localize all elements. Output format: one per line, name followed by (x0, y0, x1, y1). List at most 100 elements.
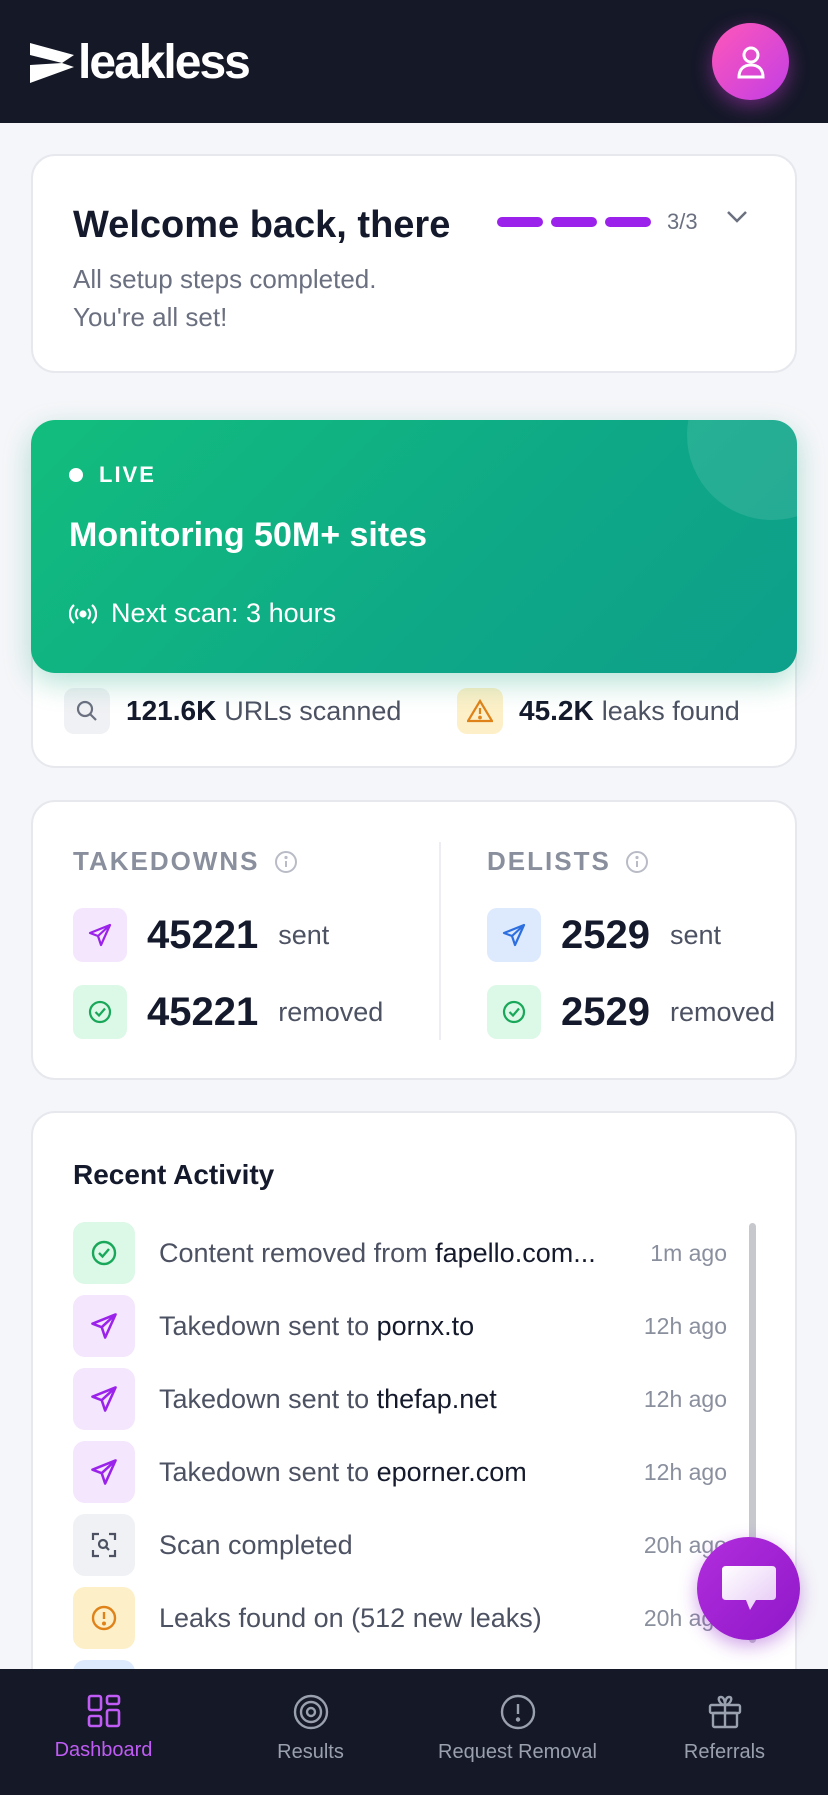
user-icon (736, 46, 765, 78)
setup-progress: 3/3 (497, 209, 698, 235)
send-icon (73, 1368, 135, 1430)
activity-prefix: Takedown sent to (159, 1310, 377, 1341)
nav-label: Request Removal (438, 1741, 597, 1763)
delists-heading-label: DELISTS (487, 846, 611, 876)
bottom-nav: Dashboard Results Request Removal Referr… (0, 1669, 828, 1795)
info-icon[interactable] (625, 850, 649, 874)
activity-target: pornx.to (376, 1310, 475, 1341)
progress-segment (605, 217, 651, 227)
nav-request-removal[interactable]: Request Removal (414, 1669, 621, 1795)
activity-text: Takedown sent to eporner.com (159, 1457, 527, 1488)
delists-heading: DELISTS (487, 846, 649, 877)
activity-target: eporner.com (376, 1456, 527, 1487)
column-divider (439, 842, 441, 1040)
activity-item[interactable]: Content removed from fapello.com... 1m a… (73, 1222, 733, 1284)
leaks-found-value: 45.2K (519, 695, 594, 726)
urls-scanned-value: 121.6K (126, 695, 217, 726)
takedowns-heading-label: TAKEDOWNS (73, 846, 260, 876)
activity-prefix: Leaks found on (512 new leaks) (159, 1602, 542, 1633)
progress-segment (497, 217, 543, 227)
next-scan: Next scan: 3 hours (69, 598, 336, 629)
takedowns-removed-row: 45221 removed (73, 985, 383, 1039)
nav-referrals[interactable]: Referrals (621, 1669, 828, 1795)
activity-prefix: Content removed from (159, 1237, 436, 1268)
activity-target: thefap.net (376, 1383, 497, 1414)
search-icon (64, 688, 110, 734)
takedowns-removed-label: removed (278, 996, 384, 1027)
activity-time: 12h ago (643, 1385, 727, 1412)
send-icon (73, 908, 127, 962)
activity-time: 12h ago (643, 1312, 727, 1339)
info-icon[interactable] (274, 850, 298, 874)
live-badge-label: LIVE (99, 462, 156, 487)
takedowns-sent-value: 45221 (147, 912, 259, 957)
activity-item[interactable]: Leaks found on (512 new leaks) 20h ago (73, 1587, 733, 1649)
alert-circle-icon (73, 1587, 135, 1649)
activity-text: Leaks found on (512 new leaks) (159, 1603, 542, 1634)
decorative-circle (687, 420, 797, 520)
activity-text: Scan completed (159, 1530, 353, 1561)
activity-scrollbar[interactable] (749, 1223, 756, 1643)
leaks-found-label: leaks found (601, 695, 740, 726)
send-icon (487, 908, 541, 962)
delists-column: DELISTS 2529 sent 2529 removed (447, 802, 827, 1078)
activity-text: Content removed from fapello.com... (159, 1238, 596, 1269)
welcome-title: Welcome back, there (73, 204, 451, 246)
activity-target: fapello.com... (435, 1237, 596, 1268)
takedowns-sent-label: sent (278, 919, 330, 950)
dashboard-icon (87, 1694, 120, 1728)
brand-logo[interactable]: leakless (30, 38, 251, 88)
target-icon (293, 1694, 328, 1730)
activity-prefix: Takedown sent to (159, 1383, 377, 1414)
send-icon (73, 1295, 135, 1357)
live-monitoring-panel: LIVE Monitoring 50M+ sites Next scan: 3 … (31, 420, 797, 673)
warning-icon (457, 688, 503, 734)
welcome-subtitle: All setup steps completed. You're all se… (73, 260, 377, 336)
chevron-down-icon (727, 211, 747, 223)
activity-time: 1m ago (650, 1239, 727, 1266)
activity-time: 12h ago (643, 1458, 727, 1485)
send-icon (73, 1441, 135, 1503)
leaks-found-stat: 45.2K leaks found (457, 688, 740, 734)
leakless-logo-icon (30, 43, 74, 83)
profile-avatar-button[interactable] (712, 23, 789, 100)
expand-toggle[interactable] (723, 202, 751, 235)
urls-scanned-label: URLs scanned (224, 695, 402, 726)
activity-text: Takedown sent to pornx.to (159, 1311, 474, 1342)
activity-prefix: Scan completed (159, 1529, 353, 1560)
live-dot-icon (69, 468, 83, 482)
delists-removed-row: 2529 removed (487, 985, 775, 1039)
chat-bubble-icon (721, 1565, 776, 1610)
alert-circle-icon (500, 1694, 535, 1730)
welcome-subtitle-line: You're all set! (73, 302, 228, 332)
activity-item[interactable]: Takedown sent to thefap.net 12h ago (73, 1368, 733, 1430)
urls-scanned-stat: 121.6K URLs scanned (64, 688, 401, 734)
activity-text: Takedown sent to thefap.net (159, 1384, 497, 1415)
activity-item[interactable]: Scan completed 20h ago (73, 1514, 733, 1576)
welcome-subtitle-line: All setup steps completed. (73, 264, 377, 294)
check-circle-icon (73, 985, 127, 1039)
delists-sent-row: 2529 sent (487, 908, 721, 962)
gift-icon (708, 1695, 741, 1729)
activity-prefix: Takedown sent to (159, 1456, 377, 1487)
progress-count: 3/3 (667, 209, 698, 234)
nav-results[interactable]: Results (207, 1669, 414, 1795)
takedowns-removed-value: 45221 (147, 989, 259, 1034)
app-header: leakless (0, 0, 828, 123)
nav-label: Results (277, 1741, 344, 1763)
progress-segment (551, 217, 597, 227)
live-badge: LIVE (69, 462, 156, 488)
nav-label: Dashboard (54, 1739, 153, 1761)
check-circle-icon (73, 1222, 135, 1284)
nav-dashboard[interactable]: Dashboard (0, 1669, 207, 1795)
check-circle-icon (487, 985, 541, 1039)
activity-item[interactable]: Takedown sent to eporner.com 12h ago (73, 1441, 733, 1503)
delists-removed-value: 2529 (561, 989, 650, 1034)
takedowns-delists-card: TAKEDOWNS 45221 sent 45221 removed DELIS… (31, 800, 797, 1080)
recent-activity-title: Recent Activity (73, 1159, 275, 1190)
delists-sent-value: 2529 (561, 912, 650, 957)
activity-item[interactable]: Takedown sent to pornx.to 12h ago (73, 1295, 733, 1357)
next-scan-text: Next scan: 3 hours (111, 598, 337, 628)
chat-button[interactable] (697, 1537, 800, 1640)
delists-removed-label: removed (669, 996, 776, 1027)
